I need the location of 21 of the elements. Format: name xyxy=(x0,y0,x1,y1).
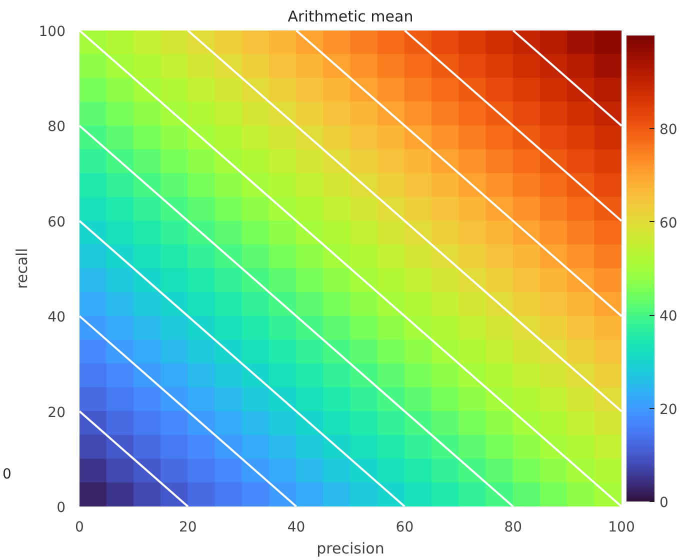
x-tick-label: 0 xyxy=(75,520,84,536)
text: 0 xyxy=(2,466,12,482)
y-tick-label: 0 xyxy=(56,500,66,516)
x-tick-label: 100 xyxy=(608,520,635,536)
color-bar-label: 0 xyxy=(660,495,668,511)
y-tick-label: 80 xyxy=(48,119,66,136)
color-bar-label: 40 xyxy=(660,308,678,325)
chart-title: Arithmetic mean xyxy=(288,8,414,26)
x-tick-label: 40 xyxy=(287,520,306,536)
x-tick-label: 60 xyxy=(396,520,414,536)
color-bar-label: 20 xyxy=(660,402,678,418)
x-tick-label: 80 xyxy=(504,520,522,536)
x-tick-label: 20 xyxy=(178,520,197,536)
x-axis-title: precision xyxy=(316,540,384,558)
y-tick-label: 100 xyxy=(38,24,66,40)
y-tick-label: 60 xyxy=(48,214,66,230)
y-tick-label: 20 xyxy=(48,404,66,421)
y-tick-label: 40 xyxy=(48,310,66,326)
color-bar-label: 60 xyxy=(660,215,678,232)
color-bar-label: 80 xyxy=(660,122,678,138)
y-axis-title: recall xyxy=(12,248,31,289)
